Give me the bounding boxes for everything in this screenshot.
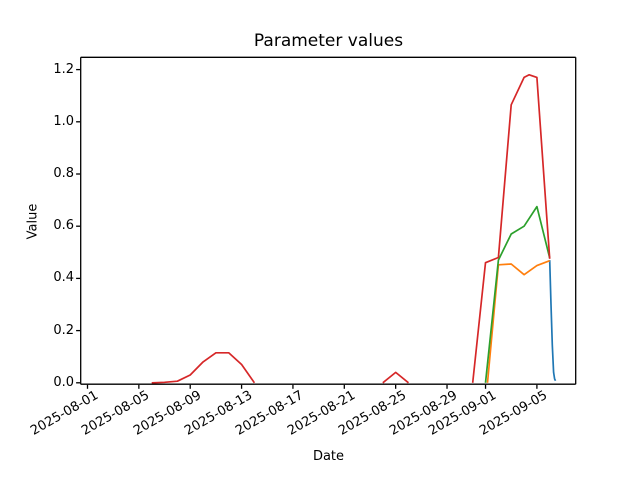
y-tick-label: 0.8 bbox=[53, 166, 74, 181]
red-line bbox=[471, 73, 551, 383]
chart-title: Parameter values bbox=[253, 31, 404, 51]
y-tick-label: 0.2 bbox=[53, 322, 74, 338]
x-axis-label: Date bbox=[312, 449, 345, 464]
red-line bbox=[382, 371, 410, 384]
y-tick-label: 1.0 bbox=[53, 113, 74, 129]
y-tick-label: 0.4 bbox=[53, 270, 74, 286]
y-tick-label: 0.0 bbox=[53, 374, 74, 390]
green-line bbox=[484, 205, 551, 383]
y-tick-label: 0.6 bbox=[53, 218, 74, 234]
red-line bbox=[151, 351, 256, 384]
y-tick-label: 1.2 bbox=[53, 61, 74, 77]
blue-line bbox=[548, 260, 557, 382]
